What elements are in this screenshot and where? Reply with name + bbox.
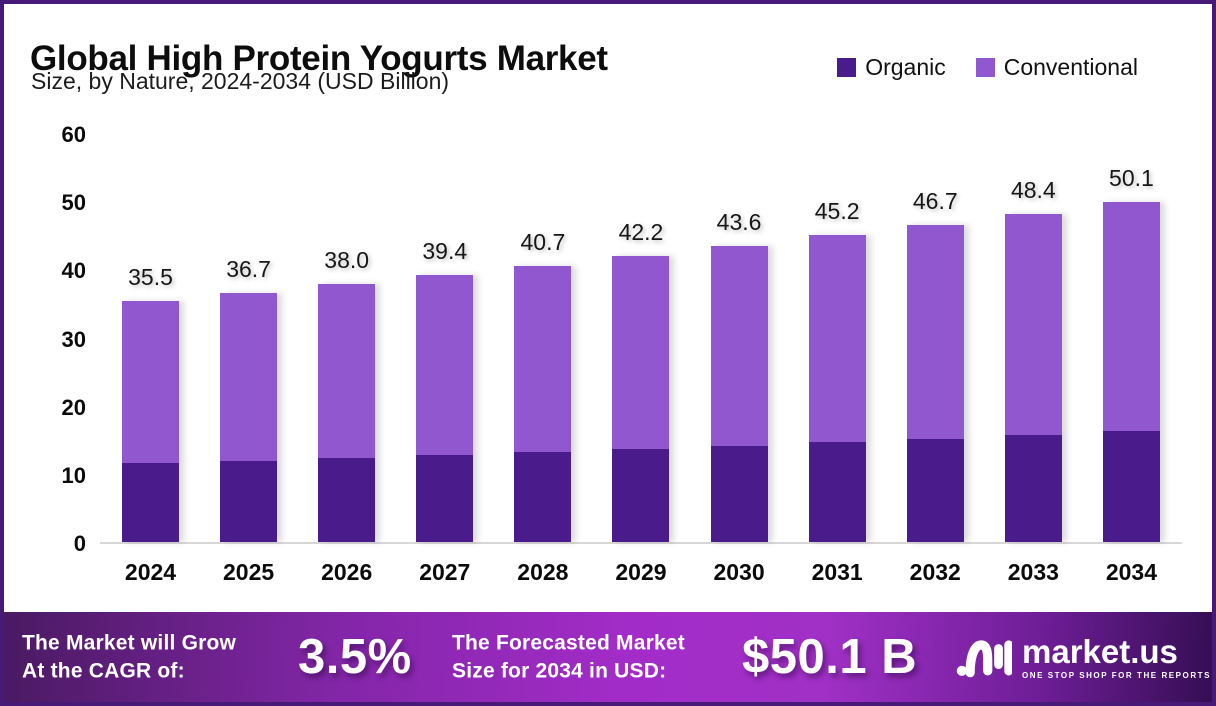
page-title: Global High Protein Yogurts Market [30,39,608,79]
bar-total-label: 35.5 [128,264,173,291]
bar-segment-organic [808,442,866,542]
bar-segment-organic [612,449,670,542]
bar-total-label: 43.6 [716,209,762,236]
y-axis: 0 10 20 30 40 50 60 [30,122,86,556]
bar-total-label: 45.2 [814,198,860,225]
marketus-logo-icon [956,640,1012,678]
bar-segment-organic [1004,434,1062,542]
bar-segment-conventional [710,246,768,446]
stacked-bar-2033: 48.4 2033 [1004,177,1062,585]
bar-total-label: 42.2 [618,218,664,245]
stacked-bar-2025: 36.7 2025 [220,256,278,585]
forecast-label: The Forecasted Market Size for 2034 in U… [452,629,685,684]
bar-segment-organic [220,461,278,542]
x-axis-label: 2024 [124,559,177,585]
stacked-bar-2032: 46.7 2032 [906,188,964,585]
bar-segment-conventional [1004,213,1062,435]
bar-segment-conventional [1102,202,1160,432]
legend-swatch-organic-icon [837,58,857,77]
bar-segment-organic [122,463,179,542]
x-axis-label: 2030 [713,559,765,585]
x-axis-label: 2029 [615,559,667,585]
bar-segment-organic [1102,431,1160,542]
brand-logo: market.us ONE STOP SHOP FOR THE REPORTS [956,633,1211,681]
footer-banner: The Market will Grow At the CAGR of: 3.5… [4,612,1212,702]
cagr-label: The Market will Grow At the CAGR of: [22,629,236,684]
y-tick-label: 20 [61,394,86,420]
cagr-label-line1: The Market will Grow [22,631,237,655]
bar-segment-organic [514,451,572,542]
bar-total-label: 48.4 [1010,176,1056,203]
bar-segment-organic [710,445,768,542]
x-axis-label: 2028 [517,559,569,585]
stacked-bar-2026: 38.0 2026 [318,247,376,585]
legend-label-organic: Organic [865,54,946,80]
stacked-bar-2030: 43.6 2030 [710,209,768,585]
bar-total-label: 39.4 [422,237,468,264]
x-axis-label: 2025 [223,559,275,585]
x-axis-label: 2032 [909,559,961,585]
bar-segment-conventional [514,265,572,452]
x-axis-label: 2026 [321,559,373,585]
y-tick-label: 10 [61,462,86,488]
stacked-bar-2024: 35.5 2024 [122,264,179,585]
bar-total-label: 40.7 [520,228,566,255]
bar-total-label: 38.0 [324,247,370,274]
legend-swatch-conventional-icon [975,58,995,77]
cagr-value: 3.5% [298,630,412,684]
bar-segment-conventional [612,255,670,450]
legend-item-conventional: Conventional [975,54,1138,81]
forecast-value: $50.1 B [742,630,918,684]
bar-segment-organic [318,457,376,542]
stacked-bar-2031: 45.2 2031 [808,198,866,585]
bar-segment-conventional [906,225,964,439]
bar-segment-conventional [808,235,866,443]
bar-segment-conventional [416,274,474,456]
x-axis-label: 2034 [1105,559,1158,585]
y-tick-label: 50 [61,190,86,216]
forecast-label-line2: Size for 2034 in USD: [452,659,667,682]
bar-segment-organic [906,438,964,542]
chart-subtitle: Size, by Nature, 2024-2034 (USD Billion) [31,68,450,94]
brand-tagline: ONE STOP SHOP FOR THE REPORTS [1022,670,1211,680]
brand-name: market.us [1022,632,1178,670]
bar-total-label: 46.7 [912,188,958,215]
x-axis-label: 2031 [811,559,863,585]
y-tick-label: 60 [61,122,86,147]
plot-area: 35.5 2024 36.7 2025 38.0 2026 39.4 2027 40.7 2028… [100,135,1182,585]
stacked-bar-2034: 50.1 2034 [1102,165,1160,585]
bars-container: 35.5 2024 36.7 2025 38.0 2026 39.4 2027 40.7 2028… [100,135,1182,585]
stacked-bar-2029: 42.2 2029 [612,219,670,585]
bar-segment-conventional [220,293,278,462]
legend-item-organic: Organic [837,54,946,81]
bar-total-label: 36.7 [226,256,271,283]
bar-segment-conventional [122,301,179,464]
forecast-label-line1: The Forecasted Market [452,631,685,655]
legend-label-conventional: Conventional [1003,54,1138,80]
bar-segment-organic [416,455,474,542]
stacked-bar-2027: 39.4 2027 [416,238,474,585]
x-axis-label: 2033 [1007,559,1059,585]
y-tick-label: 40 [61,258,86,284]
legend: Organic Conventional [837,54,1138,81]
brand-text: market.us ONE STOP SHOP FOR THE REPORTS [1022,635,1211,680]
y-tick-label: 30 [61,326,86,352]
stacked-bar-2028: 40.7 2028 [514,229,572,585]
bar-segment-conventional [318,284,376,458]
x-axis-label: 2027 [419,559,471,585]
bar-total-label: 50.1 [1109,165,1154,192]
y-tick-label: 0 [73,531,86,556]
cagr-label-line2: At the CAGR of: [22,659,185,682]
